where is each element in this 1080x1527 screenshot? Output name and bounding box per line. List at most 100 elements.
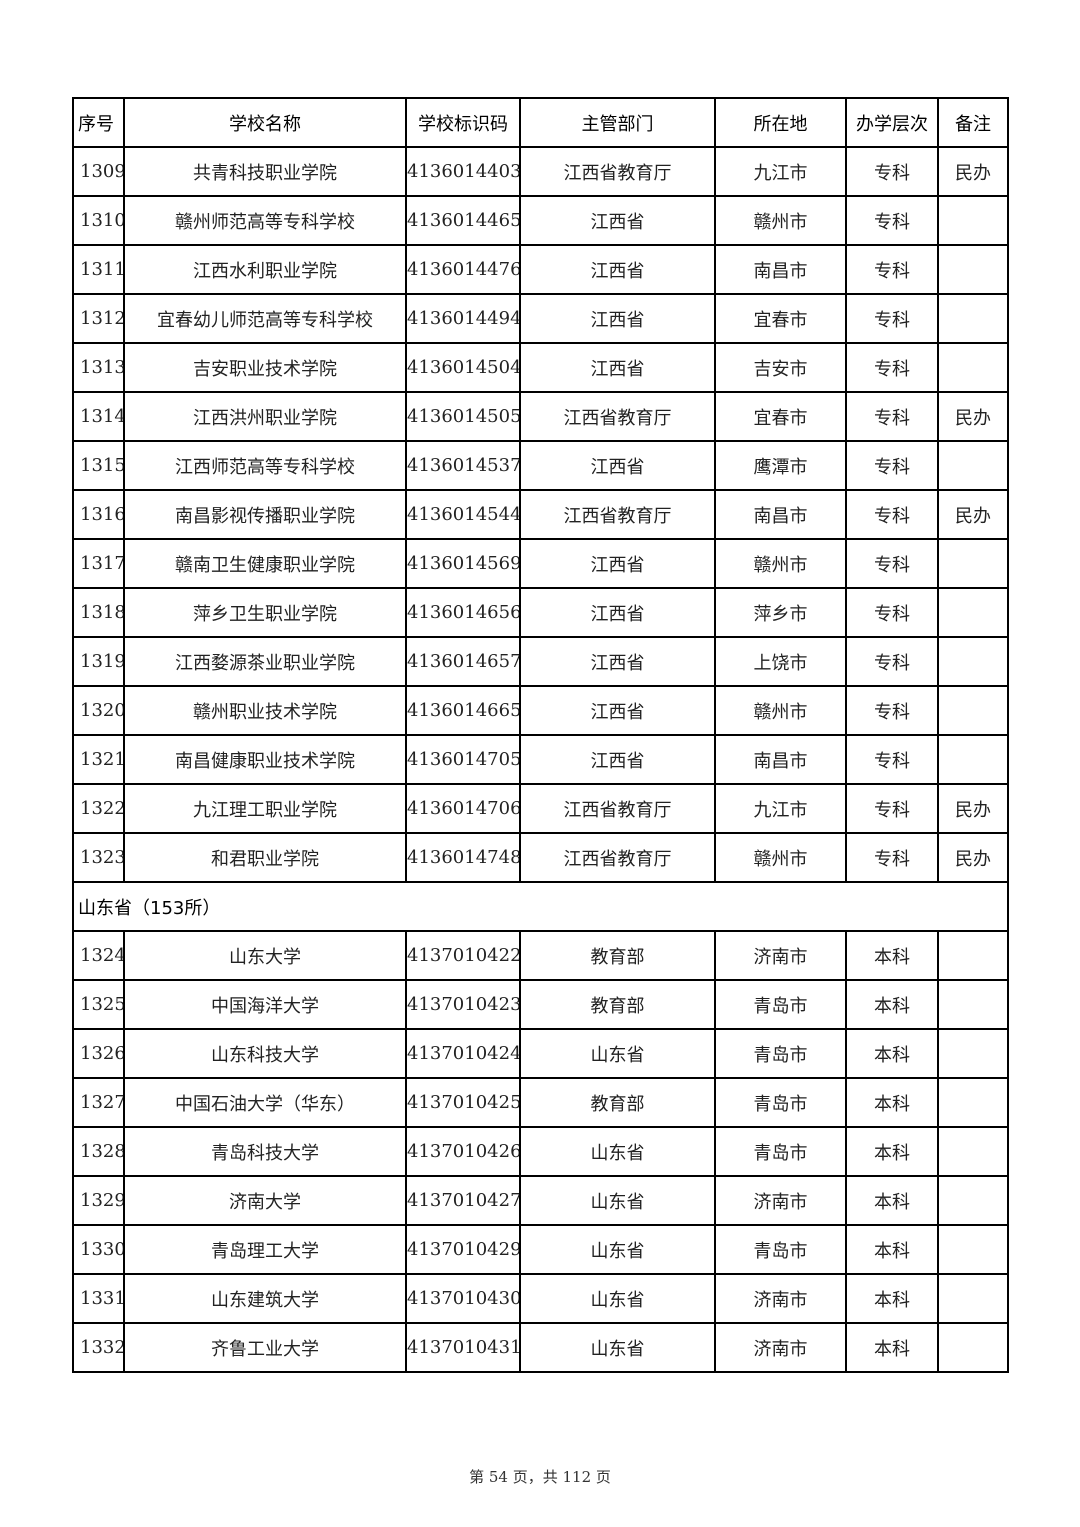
table-row: 1312 宜春幼儿师范高等专科学校 4136014494 江西省 宜春市 专科 xyxy=(72,293,1009,344)
table-row: 1328 青岛科技大学 4137010426 山东省 青岛市 本科 xyxy=(72,1126,1009,1177)
cell-code: 4136014494 xyxy=(405,293,521,344)
header-location: 所在地 xyxy=(714,97,847,148)
cell-remark xyxy=(937,293,1009,344)
cell-remark xyxy=(937,930,1009,981)
cell-seq: 1316 xyxy=(72,489,125,540)
cell-department: 江西省 xyxy=(519,734,716,785)
section-row: 山东省（153所） xyxy=(72,881,1009,932)
cell-department: 江西省教育厅 xyxy=(519,832,716,883)
cell-level: 专科 xyxy=(845,734,939,785)
cell-code: 4136014665 xyxy=(405,685,521,736)
cell-department: 江西省教育厅 xyxy=(519,489,716,540)
cell-code: 4137010425 xyxy=(405,1077,521,1128)
cell-seq: 1320 xyxy=(72,685,125,736)
cell-code: 4137010426 xyxy=(405,1126,521,1177)
cell-code: 4136014706 xyxy=(405,783,521,834)
cell-level: 专科 xyxy=(845,489,939,540)
cell-location: 青岛市 xyxy=(714,1224,847,1275)
cell-level: 本科 xyxy=(845,1175,939,1226)
cell-department: 江西省 xyxy=(519,195,716,246)
cell-code: 4136014657 xyxy=(405,636,521,687)
cell-department: 教育部 xyxy=(519,1077,716,1128)
cell-name: 赣南卫生健康职业学院 xyxy=(123,538,407,589)
cell-location: 赣州市 xyxy=(714,195,847,246)
cell-department: 江西省 xyxy=(519,636,716,687)
cell-name: 中国海洋大学 xyxy=(123,979,407,1030)
cell-department: 江西省 xyxy=(519,587,716,638)
cell-name: 和君职业学院 xyxy=(123,832,407,883)
cell-seq: 1328 xyxy=(72,1126,125,1177)
cell-seq: 1311 xyxy=(72,244,125,295)
cell-name: 萍乡卫生职业学院 xyxy=(123,587,407,638)
cell-level: 本科 xyxy=(845,1028,939,1079)
cell-seq: 1312 xyxy=(72,293,125,344)
cell-location: 南昌市 xyxy=(714,734,847,785)
cell-location: 萍乡市 xyxy=(714,587,847,638)
table-row: 1331 山东建筑大学 4137010430 山东省 济南市 本科 xyxy=(72,1273,1009,1324)
table-row: 1318 萍乡卫生职业学院 4136014656 江西省 萍乡市 专科 xyxy=(72,587,1009,638)
cell-level: 本科 xyxy=(845,1322,939,1373)
cell-code: 4137010427 xyxy=(405,1175,521,1226)
cell-seq: 1323 xyxy=(72,832,125,883)
cell-department: 山东省 xyxy=(519,1126,716,1177)
cell-code: 4137010431 xyxy=(405,1322,521,1373)
cell-name: 山东科技大学 xyxy=(123,1028,407,1079)
cell-location: 吉安市 xyxy=(714,342,847,393)
section-title: 山东省（153所） xyxy=(72,881,1009,932)
cell-location: 上饶市 xyxy=(714,636,847,687)
cell-department: 江西省 xyxy=(519,342,716,393)
cell-code: 4137010429 xyxy=(405,1224,521,1275)
table-row: 1319 江西婺源茶业职业学院 4136014657 江西省 上饶市 专科 xyxy=(72,636,1009,687)
cell-remark xyxy=(937,1175,1009,1226)
cell-department: 江西省 xyxy=(519,244,716,295)
cell-department: 山东省 xyxy=(519,1273,716,1324)
cell-remark xyxy=(937,1224,1009,1275)
cell-remark: 民办 xyxy=(937,391,1009,442)
schools-table: 序号 学校名称 学校标识码 主管部门 所在地 办学层次 备注 1309 共青科技职… xyxy=(72,97,1009,1373)
cell-seq: 1324 xyxy=(72,930,125,981)
cell-remark xyxy=(937,1077,1009,1128)
cell-remark xyxy=(937,1322,1009,1373)
table-row: 1322 九江理工职业学院 4136014706 江西省教育厅 九江市 专科 民办 xyxy=(72,783,1009,834)
cell-level: 本科 xyxy=(845,979,939,1030)
cell-location: 济南市 xyxy=(714,1273,847,1324)
cell-code: 4136014403 xyxy=(405,146,521,197)
cell-seq: 1326 xyxy=(72,1028,125,1079)
cell-seq: 1314 xyxy=(72,391,125,442)
table-row: 1330 青岛理工大学 4137010429 山东省 青岛市 本科 xyxy=(72,1224,1009,1275)
cell-name: 山东建筑大学 xyxy=(123,1273,407,1324)
cell-name: 南昌健康职业技术学院 xyxy=(123,734,407,785)
cell-level: 本科 xyxy=(845,930,939,981)
table-row: 1310 赣州师范高等专科学校 4136014465 江西省 赣州市 专科 xyxy=(72,195,1009,246)
cell-location: 济南市 xyxy=(714,1322,847,1373)
cell-department: 江西省 xyxy=(519,538,716,589)
cell-name: 中国石油大学（华东） xyxy=(123,1077,407,1128)
cell-remark xyxy=(937,1126,1009,1177)
table-row: 1314 江西洪州职业学院 4136014505 江西省教育厅 宜春市 专科 民办 xyxy=(72,391,1009,442)
cell-code: 4136014569 xyxy=(405,538,521,589)
table-row: 1315 江西师范高等专科学校 4136014537 江西省 鹰潭市 专科 xyxy=(72,440,1009,491)
cell-name: 赣州师范高等专科学校 xyxy=(123,195,407,246)
cell-name: 九江理工职业学院 xyxy=(123,783,407,834)
cell-remark xyxy=(937,685,1009,736)
cell-location: 赣州市 xyxy=(714,832,847,883)
cell-department: 山东省 xyxy=(519,1175,716,1226)
table-row: 1325 中国海洋大学 4137010423 教育部 青岛市 本科 xyxy=(72,979,1009,1030)
table-row: 1326 山东科技大学 4137010424 山东省 青岛市 本科 xyxy=(72,1028,1009,1079)
cell-name: 青岛科技大学 xyxy=(123,1126,407,1177)
cell-remark xyxy=(937,587,1009,638)
cell-name: 江西洪州职业学院 xyxy=(123,391,407,442)
cell-name: 济南大学 xyxy=(123,1175,407,1226)
cell-location: 九江市 xyxy=(714,783,847,834)
cell-department: 江西省 xyxy=(519,440,716,491)
cell-code: 4136014544 xyxy=(405,489,521,540)
cell-remark: 民办 xyxy=(937,832,1009,883)
cell-level: 专科 xyxy=(845,636,939,687)
cell-code: 4136014656 xyxy=(405,587,521,638)
page-footer: 第 54 页，共 112 页 xyxy=(469,1468,611,1486)
cell-code: 4136014504 xyxy=(405,342,521,393)
cell-location: 济南市 xyxy=(714,1175,847,1226)
cell-remark xyxy=(937,440,1009,491)
table-row: 1323 和君职业学院 4136014748 江西省教育厅 赣州市 专科 民办 xyxy=(72,832,1009,883)
cell-location: 宜春市 xyxy=(714,293,847,344)
